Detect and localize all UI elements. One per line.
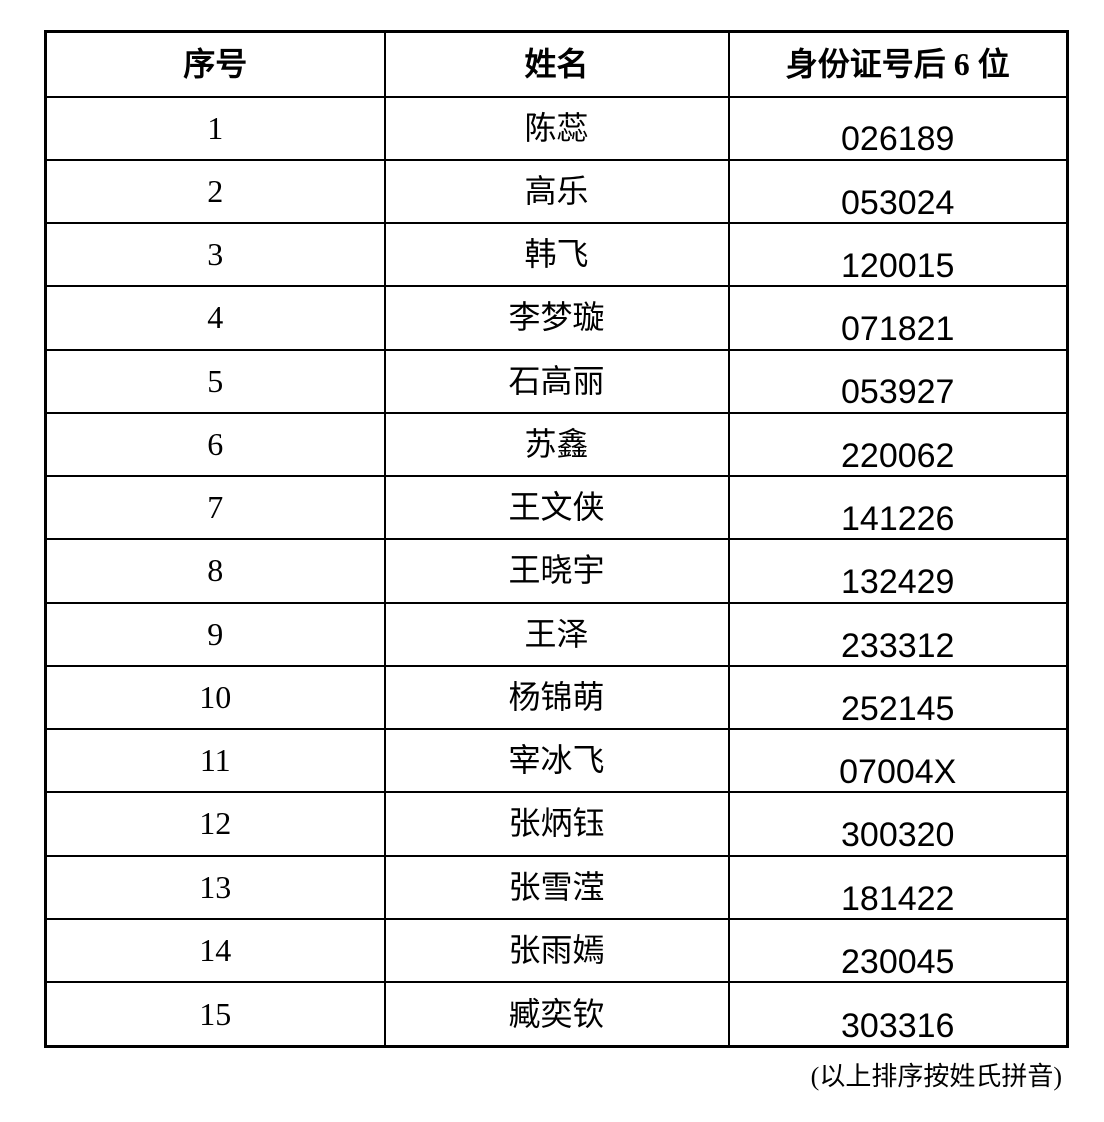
table-row: 5 石高丽 053927	[44, 348, 1069, 414]
index-cell: 14	[44, 917, 386, 984]
name-cell: 张炳钰	[383, 791, 730, 857]
id6-cell: 220062	[727, 411, 1069, 478]
index-cell: 10	[44, 664, 386, 731]
name-cell: 李梦璇	[383, 285, 730, 351]
table-row: 10 杨锦萌 252145	[44, 664, 1069, 731]
id6-cell: 233312	[727, 601, 1069, 667]
name-cell: 王文侠	[383, 475, 730, 541]
table-row: 15 臧奕钦 303316	[44, 981, 1069, 1048]
table-row: 6 苏鑫 220062	[44, 411, 1069, 478]
table-row: 4 李梦璇 071821	[44, 285, 1069, 351]
table-row: 2 高乐 053024	[44, 158, 1069, 225]
index-cell: 5	[44, 348, 386, 414]
id6-cell: 053024	[727, 158, 1069, 225]
index-cell: 8	[44, 538, 386, 604]
id6-cell: 141226	[727, 475, 1069, 541]
index-cell: 9	[44, 601, 386, 667]
roster-table: 序号 姓名 身份证号后 6 位 1 陈蕊 026189 2 高乐 053024 3 韩飞 120…	[44, 30, 1069, 1048]
name-cell: 王晓宇	[383, 538, 730, 604]
index-cell: 1	[44, 95, 386, 161]
index-cell: 11	[44, 728, 386, 794]
table-row: 9 王泽 233312	[44, 601, 1069, 667]
table-row: 8 王晓宇 132429	[44, 538, 1069, 604]
name-cell: 臧奕钦	[383, 981, 730, 1048]
index-cell: 2	[44, 158, 386, 225]
index-cell: 7	[44, 475, 386, 541]
index-cell: 6	[44, 411, 386, 478]
column-header-id6: 身份证号后 6 位	[727, 30, 1069, 98]
index-cell: 15	[44, 981, 386, 1048]
index-cell: 13	[44, 854, 386, 920]
column-header-index: 序号	[44, 30, 386, 98]
name-cell: 张雨嫣	[383, 917, 730, 984]
name-cell: 高乐	[383, 158, 730, 225]
id6-cell: 181422	[727, 854, 1069, 920]
id6-cell: 07004X	[727, 728, 1069, 794]
name-cell: 韩飞	[383, 222, 730, 288]
index-cell: 3	[44, 222, 386, 288]
table-row: 3 韩飞 120015	[44, 222, 1069, 288]
id6-cell: 120015	[727, 222, 1069, 288]
id6-cell: 132429	[727, 538, 1069, 604]
header-row: 序号 姓名 身份证号后 6 位	[44, 30, 1069, 98]
name-cell: 宰冰飞	[383, 728, 730, 794]
table-row: 1 陈蕊 026189	[44, 95, 1069, 161]
table-row: 13 张雪滢 181422	[44, 854, 1069, 920]
table-row: 7 王文侠 141226	[44, 475, 1069, 541]
id6-cell: 026189	[727, 95, 1069, 161]
name-cell: 陈蕊	[383, 95, 730, 161]
id6-cell: 303316	[727, 981, 1069, 1048]
table-row: 14 张雨嫣 230045	[44, 917, 1069, 984]
name-cell: 杨锦萌	[383, 664, 730, 731]
name-cell: 张雪滢	[383, 854, 730, 920]
index-cell: 12	[44, 791, 386, 857]
id6-cell: 230045	[727, 917, 1069, 984]
index-cell: 4	[44, 285, 386, 351]
column-header-name: 姓名	[383, 30, 730, 98]
id6-cell: 300320	[727, 791, 1069, 857]
table-row: 11 宰冰飞 07004X	[44, 728, 1069, 794]
name-cell: 苏鑫	[383, 411, 730, 478]
sort-note: (以上排序按姓氏拼音)	[810, 1062, 1062, 1091]
table-body: 1 陈蕊 026189 2 高乐 053024 3 韩飞 120015 4 李梦璇 071821 5 石高…	[44, 95, 1069, 1048]
name-cell: 石高丽	[383, 348, 730, 414]
table-row: 12 张炳钰 300320	[44, 791, 1069, 857]
id6-cell: 053927	[727, 348, 1069, 414]
name-cell: 王泽	[383, 601, 730, 667]
id6-cell: 252145	[727, 664, 1069, 731]
id6-cell: 071821	[727, 285, 1069, 351]
